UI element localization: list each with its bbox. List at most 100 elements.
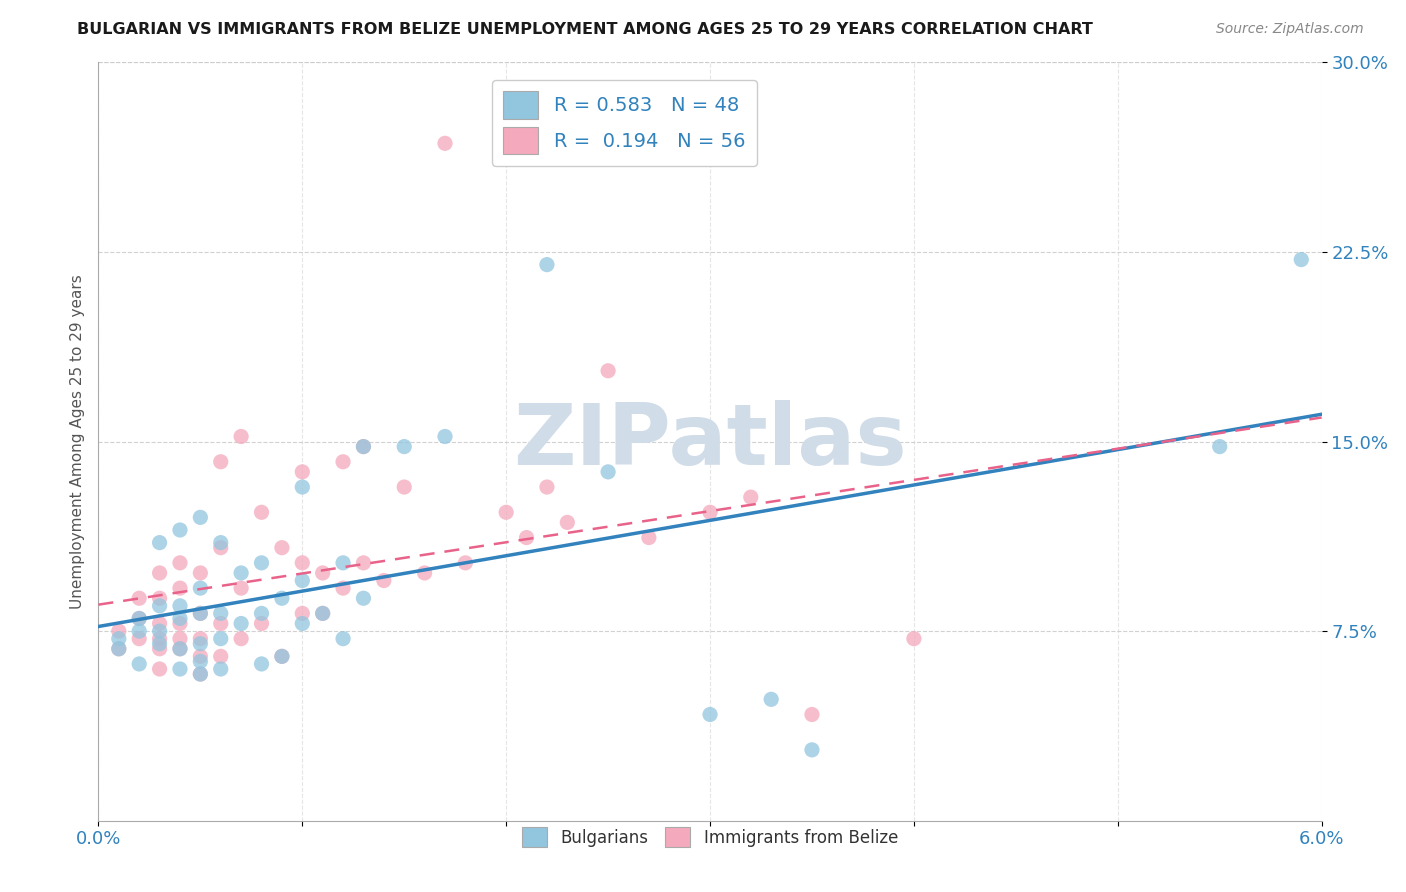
Point xyxy=(311,607,335,621)
Point xyxy=(250,657,273,671)
Point xyxy=(1208,440,1232,454)
Point xyxy=(495,505,517,519)
Point xyxy=(108,641,131,656)
Point xyxy=(169,581,191,595)
Point xyxy=(250,505,273,519)
Point xyxy=(291,607,314,621)
Point xyxy=(433,429,456,443)
Point xyxy=(128,632,150,646)
Point xyxy=(169,599,191,613)
Point xyxy=(250,556,273,570)
Point xyxy=(209,616,232,631)
Point xyxy=(250,616,273,631)
Point xyxy=(169,611,191,625)
Y-axis label: Unemployment Among Ages 25 to 29 years: Unemployment Among Ages 25 to 29 years xyxy=(69,274,84,609)
Point xyxy=(188,655,212,669)
Point xyxy=(128,611,150,625)
Point xyxy=(188,607,212,621)
Point xyxy=(188,637,212,651)
Point xyxy=(209,535,232,549)
Point xyxy=(270,649,292,664)
Legend: Bulgarians, Immigrants from Belize: Bulgarians, Immigrants from Belize xyxy=(516,821,904,854)
Point xyxy=(332,581,354,595)
Point xyxy=(413,566,436,580)
Point xyxy=(188,667,212,681)
Point xyxy=(149,662,172,676)
Point xyxy=(188,566,212,580)
Point xyxy=(169,641,191,656)
Point xyxy=(149,591,172,606)
Point xyxy=(188,632,212,646)
Point xyxy=(555,516,579,530)
Point xyxy=(1289,252,1312,267)
Point xyxy=(801,743,824,757)
Point xyxy=(209,607,232,621)
Point xyxy=(128,657,150,671)
Point xyxy=(761,692,783,706)
Point xyxy=(311,566,335,580)
Point xyxy=(270,591,292,606)
Point xyxy=(332,632,354,646)
Point xyxy=(291,480,314,494)
Point xyxy=(188,510,212,524)
Point xyxy=(352,440,374,454)
Point xyxy=(231,632,253,646)
Point xyxy=(699,707,721,722)
Point xyxy=(433,136,456,151)
Point xyxy=(209,455,232,469)
Point xyxy=(291,465,314,479)
Point xyxy=(801,707,824,722)
Point xyxy=(188,649,212,664)
Point xyxy=(128,624,150,639)
Point xyxy=(149,599,172,613)
Point xyxy=(231,429,253,443)
Text: BULGARIAN VS IMMIGRANTS FROM BELIZE UNEMPLOYMENT AMONG AGES 25 TO 29 YEARS CORRE: BULGARIAN VS IMMIGRANTS FROM BELIZE UNEM… xyxy=(77,22,1094,37)
Point xyxy=(209,632,232,646)
Point xyxy=(149,641,172,656)
Point xyxy=(188,581,212,595)
Point xyxy=(149,566,172,580)
Point xyxy=(699,505,721,519)
Point xyxy=(903,632,925,646)
Point xyxy=(291,556,314,570)
Point xyxy=(149,632,172,646)
Point xyxy=(231,581,253,595)
Point xyxy=(392,480,416,494)
Point xyxy=(188,667,212,681)
Point xyxy=(169,556,191,570)
Point xyxy=(598,364,620,378)
Point xyxy=(169,632,191,646)
Point xyxy=(352,591,374,606)
Point xyxy=(169,641,191,656)
Point xyxy=(209,541,232,555)
Point xyxy=(169,616,191,631)
Point xyxy=(149,535,172,549)
Text: ZIPatlas: ZIPatlas xyxy=(513,400,907,483)
Point xyxy=(454,556,477,570)
Point xyxy=(231,566,253,580)
Point xyxy=(740,490,762,504)
Point xyxy=(311,607,335,621)
Point xyxy=(209,649,232,664)
Point xyxy=(108,632,131,646)
Point xyxy=(209,662,232,676)
Point xyxy=(373,574,395,588)
Text: Source: ZipAtlas.com: Source: ZipAtlas.com xyxy=(1216,22,1364,37)
Point xyxy=(169,523,191,537)
Point xyxy=(149,637,172,651)
Point xyxy=(516,531,538,545)
Point xyxy=(291,616,314,631)
Point xyxy=(270,649,292,664)
Point xyxy=(637,531,661,545)
Point xyxy=(231,616,253,631)
Point xyxy=(128,611,150,625)
Point xyxy=(536,480,558,494)
Point xyxy=(188,607,212,621)
Point xyxy=(332,556,354,570)
Point xyxy=(270,541,292,555)
Point xyxy=(169,662,191,676)
Point xyxy=(149,624,172,639)
Point xyxy=(128,591,150,606)
Point xyxy=(149,616,172,631)
Point xyxy=(108,624,131,639)
